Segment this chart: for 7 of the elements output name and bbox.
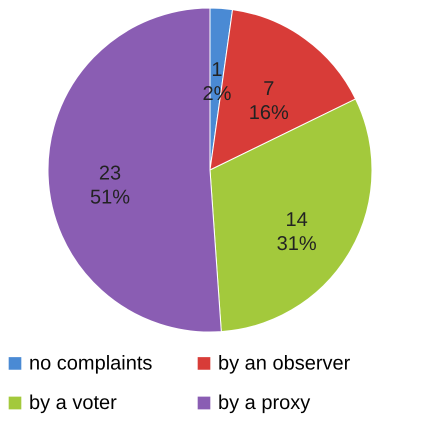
data-label: 7 16% <box>248 78 290 124</box>
legend-label: no complaints <box>29 352 152 374</box>
legend-label: by an observer <box>218 352 351 374</box>
legend-label: by a proxy <box>218 392 310 414</box>
data-label: 14 31% <box>276 209 317 255</box>
legend-label: by a voter <box>29 392 118 414</box>
data-label: 23 51% <box>90 162 130 208</box>
